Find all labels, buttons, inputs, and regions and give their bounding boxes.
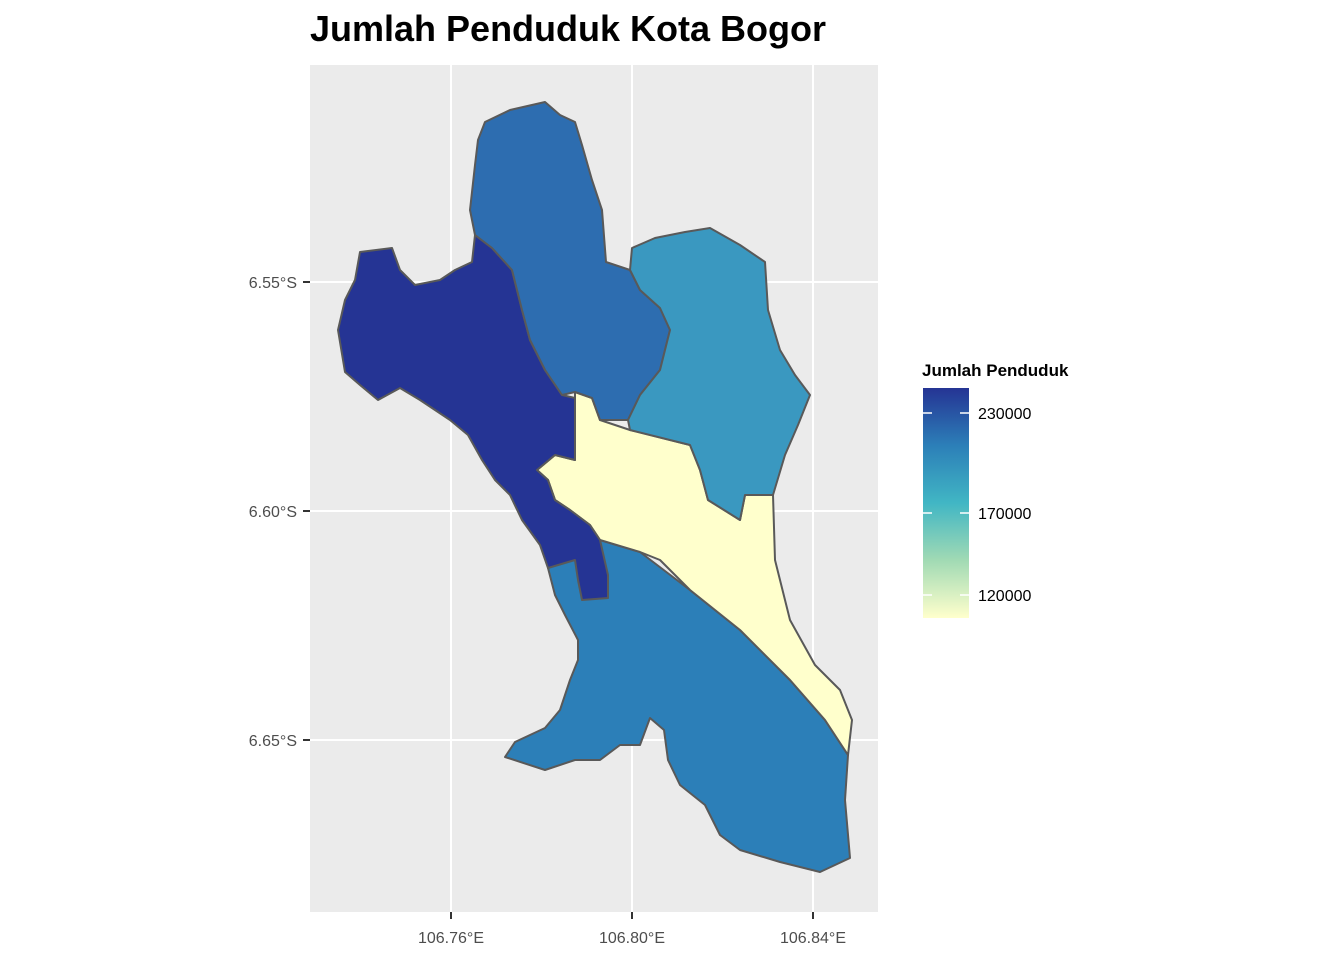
y-tick-label: 6.55°S bbox=[249, 275, 297, 292]
region-east[interactable] bbox=[627, 227, 811, 521]
y-tick-label: 6.65°S bbox=[249, 733, 297, 750]
legend-tick-label: 120000 bbox=[978, 588, 1031, 605]
legend-tick-label: 230000 bbox=[978, 406, 1031, 423]
x-tick-label: 106.76°E bbox=[418, 930, 484, 947]
legend: Jumlah Penduduk 230000 170000 120000 bbox=[922, 361, 1069, 618]
legend-title: Jumlah Penduduk bbox=[922, 361, 1069, 380]
legend-tick-label: 170000 bbox=[978, 506, 1031, 523]
districts bbox=[337, 101, 853, 873]
axis-ticks bbox=[303, 281, 814, 919]
x-tick-label: 106.84°E bbox=[780, 930, 846, 947]
x-tick-labels: 106.76°E 106.80°E 106.84°E bbox=[418, 930, 846, 947]
y-tick-label: 6.60°S bbox=[249, 504, 297, 521]
chart-title: Jumlah Penduduk Kota Bogor bbox=[310, 8, 827, 49]
y-tick-labels: 6.55°S 6.60°S 6.65°S bbox=[249, 275, 297, 750]
legend-colorbar bbox=[923, 388, 969, 618]
x-tick-label: 106.80°E bbox=[599, 930, 665, 947]
